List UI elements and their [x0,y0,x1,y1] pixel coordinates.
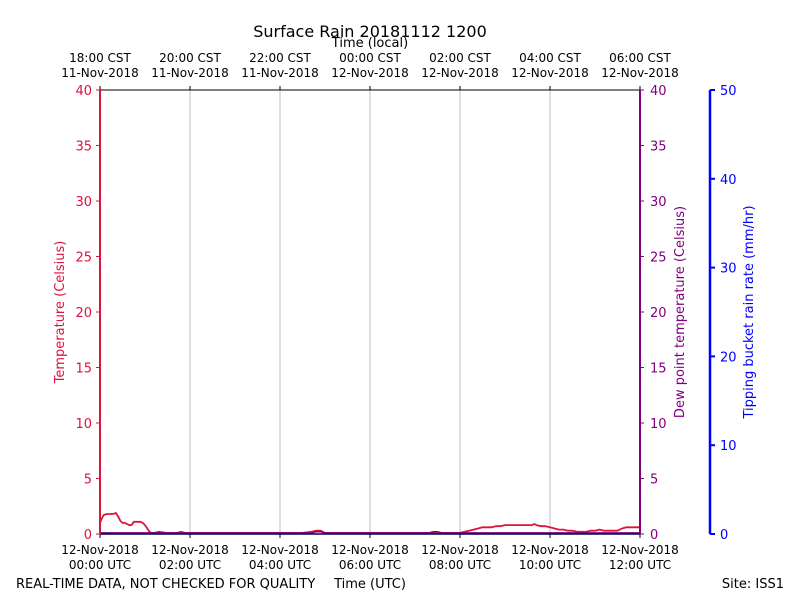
temperature-tick-label: 5 [84,473,92,488]
rain-rate-tick-label: 30 [720,262,737,277]
bottom-axis-label: Time (UTC) [333,577,406,592]
dewpoint-axis-label: Dew point temperature (Celsius) [673,206,688,418]
grid-lines [189,90,551,534]
bottom-tick-date: 12-Nov-2018 [421,543,499,557]
dewpoint-tick-label: 40 [650,84,667,99]
bottom-tick-date: 12-Nov-2018 [331,543,409,557]
bottom-tick-date: 12-Nov-2018 [511,543,589,557]
rain-rate-tick-label: 10 [720,439,737,454]
top-tick-date: 11-Nov-2018 [241,66,319,80]
bottom-tick-date: 12-Nov-2018 [151,543,229,557]
dewpoint-tick-label: 30 [650,195,667,210]
rain-rate-axis-label: Tipping bucket rain rate (mm/hr) [742,205,757,419]
dewpoint-line [100,531,640,534]
bottom-tick-date: 12-Nov-2018 [61,543,139,557]
bottom-tick-date: 12-Nov-2018 [241,543,319,557]
temperature-tick-label: 40 [75,84,92,99]
top-tick-time: 00:00 CST [339,51,401,65]
bottom-tick-time: 10:00 UTC [519,558,581,572]
rain-rate-tick-label: 50 [720,84,737,99]
bottom-tick-date: 12-Nov-2018 [601,543,679,557]
temperature-tick-label: 0 [84,528,92,543]
top-tick-date: 12-Nov-2018 [421,66,499,80]
dewpoint-tick-label: 10 [650,417,667,432]
bottom-tick-time: 00:00 UTC [69,558,131,572]
dewpoint-tick-label: 20 [650,306,667,321]
top-tick-time: 18:00 CST [69,51,131,65]
bottom-tick-time: 12:00 UTC [609,558,671,572]
dewpoint-tick-label: 15 [650,362,667,377]
top-tick-time: 02:00 CST [429,51,491,65]
bottom-tick-time: 02:00 UTC [159,558,221,572]
rain-rate-tick-label: 40 [720,173,737,188]
top-tick-date: 12-Nov-2018 [511,66,589,80]
temperature-tick-label: 20 [75,306,92,321]
top-tick-date: 12-Nov-2018 [331,66,409,80]
axes [96,86,715,538]
top-tick-date: 11-Nov-2018 [61,66,139,80]
temperature-tick-label: 10 [75,417,92,432]
temperature-tick-label: 25 [75,251,92,266]
top-tick-time: 04:00 CST [519,51,581,65]
top-tick-time: 06:00 CST [609,51,671,65]
bottom-tick-time: 04:00 UTC [249,558,311,572]
dewpoint-tick-label: 25 [650,251,667,266]
top-tick-date: 11-Nov-2018 [151,66,229,80]
rain-rate-tick-label: 0 [720,528,728,543]
dewpoint-tick-label: 0 [650,528,658,543]
chart-title: Surface Rain 20181112 1200 [253,22,487,41]
site-label: Site: ISS1 [722,577,784,592]
top-tick-date: 12-Nov-2018 [601,66,679,80]
temperature-tick-label: 35 [75,140,92,155]
quality-disclaimer: REAL-TIME DATA, NOT CHECKED FOR QUALITY [16,577,315,592]
rain-rate-tick-label: 20 [720,350,737,365]
top-axis-label: Time (local) [331,36,408,51]
top-tick-time: 22:00 CST [249,51,311,65]
top-tick-time: 20:00 CST [159,51,221,65]
temperature-axis-label: Temperature (Celsius) [53,241,68,385]
dewpoint-tick-label: 5 [650,473,658,488]
dewpoint-tick-label: 35 [650,140,667,155]
bottom-tick-time: 06:00 UTC [339,558,401,572]
temperature-tick-label: 15 [75,362,92,377]
bottom-tick-time: 08:00 UTC [429,558,491,572]
temperature-tick-label: 30 [75,195,92,210]
